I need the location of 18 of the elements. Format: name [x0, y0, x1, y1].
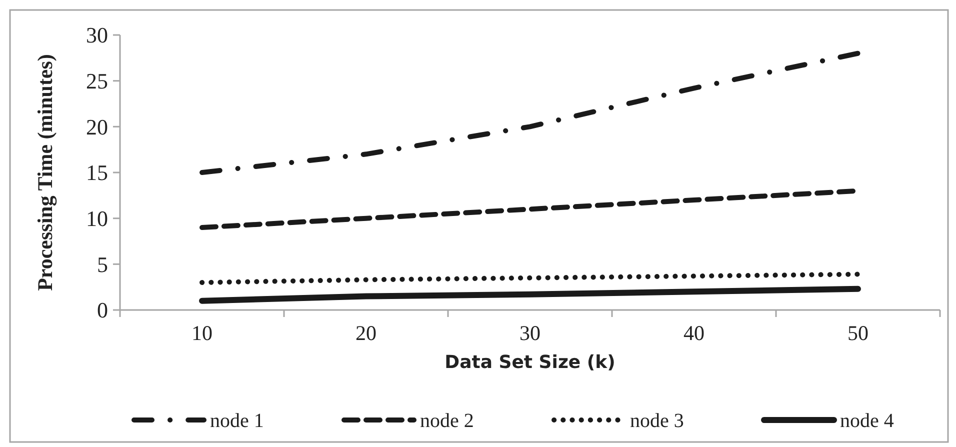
legend-label: node 4 — [840, 410, 894, 432]
legend-label: node 3 — [630, 410, 684, 432]
y-tick-label: 20 — [86, 114, 108, 140]
x-tick-label: 50 — [848, 321, 868, 345]
x-tick-label: 40 — [684, 321, 704, 345]
x-tick-label: 20 — [356, 321, 376, 345]
x-tick-label: 30 — [520, 321, 540, 345]
y-axis-title: Processing Time (minutes) — [33, 54, 57, 291]
x-axis-title: Data Set Size (k) — [444, 352, 616, 373]
legend-label: node 1 — [210, 410, 264, 432]
y-tick-label: 5 — [97, 252, 108, 277]
x-tick-label: 10 — [192, 321, 212, 345]
legend-label: node 2 — [420, 410, 474, 432]
y-tick-label: 30 — [86, 22, 108, 48]
y-tick-label: 10 — [86, 206, 108, 232]
y-tick-label: 25 — [86, 68, 108, 94]
y-tick-label: 15 — [86, 160, 108, 186]
y-tick-label: 0 — [97, 298, 108, 323]
